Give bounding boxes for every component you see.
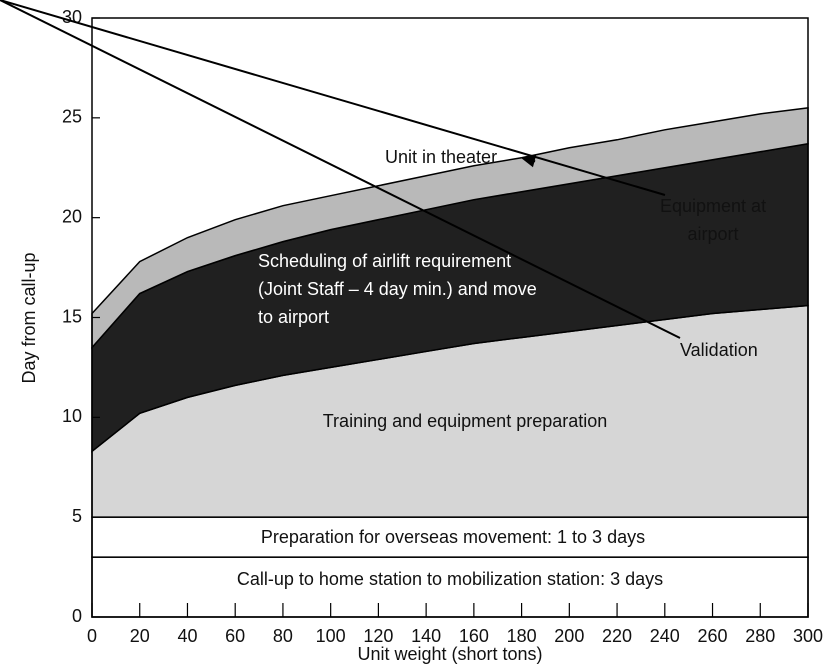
x-tick-label: 180	[507, 626, 537, 646]
x-tick-label: 0	[87, 626, 97, 646]
annotation: Equipment at airport	[660, 196, 767, 244]
x-tick-label: 60	[225, 626, 245, 646]
x-tick-label: 280	[745, 626, 775, 646]
x-tick-label: 300	[793, 626, 823, 646]
y-tick-label: 20	[62, 206, 82, 226]
arrow-shaft	[0, 0, 681, 339]
y-tick-label: 0	[72, 606, 82, 626]
x-tick-label: 40	[177, 626, 197, 646]
y-tick-label: 5	[72, 506, 82, 526]
x-tick-label: 80	[273, 626, 293, 646]
annotation: Unit in theater	[385, 147, 498, 167]
x-tick-label: 20	[130, 626, 150, 646]
x-tick-label: 240	[650, 626, 680, 646]
x-tick-label: 220	[602, 626, 632, 646]
y-axis-label: Day from call-up	[19, 252, 39, 383]
y-tick-label: 25	[62, 107, 82, 127]
x-tick-label: 260	[698, 626, 728, 646]
x-tick-label: 160	[459, 626, 489, 646]
series-label: Call-up to home station to mobilization …	[236, 569, 664, 589]
x-tick-label: 200	[554, 626, 584, 646]
annotation: Validation	[680, 340, 758, 360]
x-tick-label: 140	[411, 626, 441, 646]
y-tick-label: 10	[62, 406, 82, 426]
arrow-head	[520, 155, 537, 168]
y-tick-label: 15	[62, 306, 82, 326]
x-axis-label: Unit weight (short tons)	[357, 644, 542, 664]
series-label: Preparation for overseas movement: 1 to …	[260, 527, 646, 547]
x-tick-label: 100	[316, 626, 346, 646]
x-tick-label: 120	[363, 626, 393, 646]
arrow-shaft	[0, 0, 666, 196]
series-label: Scheduling of airlift requirement (Joint…	[258, 251, 537, 327]
series-label: Training and equipment preparation	[322, 411, 608, 431]
